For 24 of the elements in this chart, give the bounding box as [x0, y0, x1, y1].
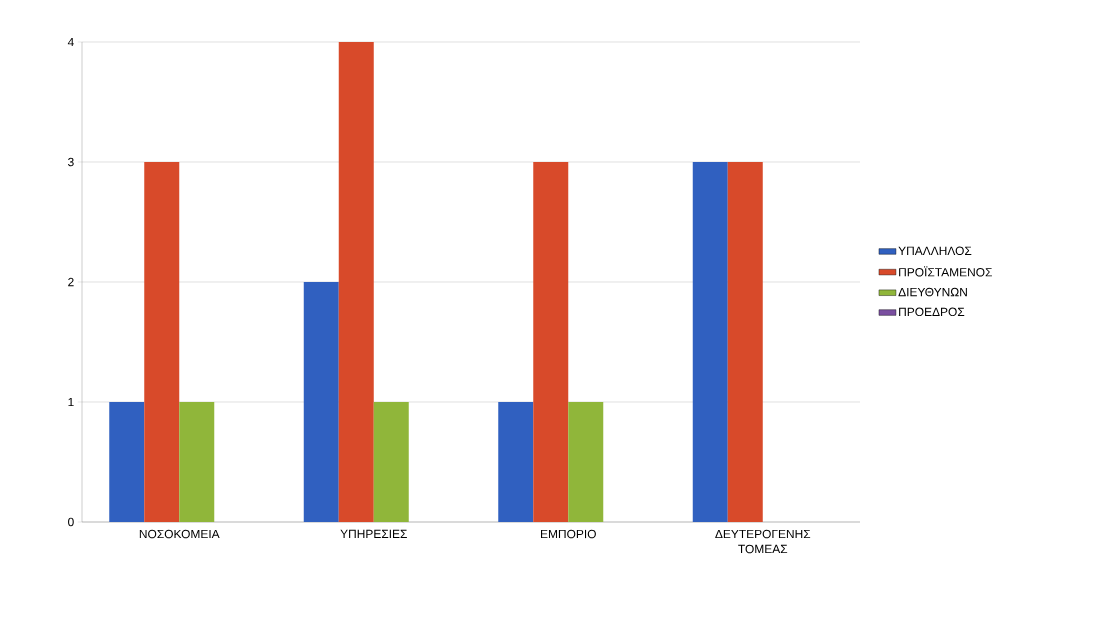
- y-tick-label: 1: [68, 397, 74, 407]
- bar: [303, 282, 339, 522]
- x-tick-label: ΕΜΠΟΡΙΟ: [541, 529, 596, 539]
- bar: [179, 402, 215, 522]
- x-tick-label: ΥΠΗΡΕΣΙΕΣ: [340, 529, 407, 538]
- bar: [338, 41, 374, 522]
- legend-label: ΠΡΟΕΔΡΟΣ: [899, 307, 965, 317]
- bar: [144, 162, 180, 522]
- y-tick-label: 0: [68, 517, 74, 527]
- bar: [568, 402, 604, 522]
- y-tick-label: 2: [68, 277, 74, 287]
- y-tick-label: 3: [68, 157, 74, 167]
- bar: [692, 162, 728, 522]
- legend-label: ΠΡΟΪΣΤΑΜΕΝΟΣ: [899, 266, 992, 277]
- legend-label: ΔΙΕΥΘΥΝΩΝ: [898, 287, 967, 297]
- bar: [373, 402, 409, 522]
- legend-label: ΥΠΑΛΛΗΛΟΣ: [898, 246, 972, 255]
- bar: [498, 402, 534, 522]
- bar: [727, 162, 763, 522]
- bar: [533, 162, 569, 522]
- bar: [109, 402, 145, 522]
- x-tick-label: ΝΟΣΟΚΟΜΕΙΑ: [139, 529, 220, 539]
- y-tick-label: 4: [67, 37, 74, 47]
- x-tick-label: ΔΕΥΤΕΡΟΓΕΝΗΣ ΤΟΜΕΑΣ: [715, 529, 811, 554]
